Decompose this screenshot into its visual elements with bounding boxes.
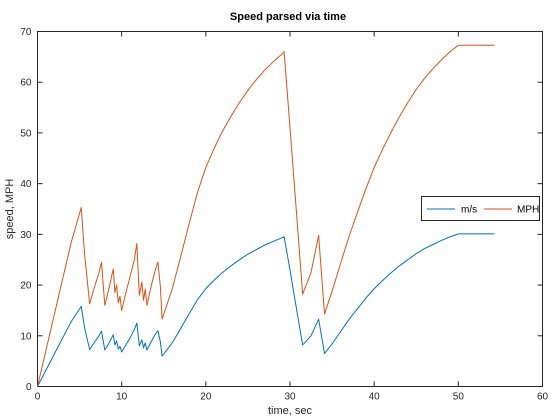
x-tick-label: 30 (284, 392, 296, 403)
y-tick-label: 20 (20, 281, 32, 292)
y-tick-label: 0 (26, 382, 32, 393)
series-lines (37, 44, 495, 387)
legend-label-ms: m/s (461, 205, 477, 216)
y-tick-label: 70 (20, 27, 32, 38)
legend: m/s MPH (421, 196, 540, 221)
y-tick-label: 40 (20, 179, 32, 190)
y-axis-label: speed, MPH (4, 179, 16, 240)
x-tick-label: 10 (116, 392, 128, 403)
series-line-ms (37, 233, 495, 387)
x-axis: 0 10 20 30 40 50 60 (35, 31, 549, 403)
legend-label-mph: MPH (517, 205, 539, 216)
x-tick-label: 60 (537, 392, 549, 403)
chart-title: Speed parsed via time (230, 11, 346, 23)
x-tick-label: 50 (453, 392, 465, 403)
x-tick-label: 0 (35, 392, 41, 403)
y-axis: 0 10 20 30 40 50 60 70 (20, 27, 543, 393)
x-tick-label: 40 (369, 392, 381, 403)
y-tick-label: 30 (20, 230, 32, 241)
x-axis-label: time, sec (268, 405, 313, 417)
series-line-mph (37, 44, 495, 387)
x-tick-label: 20 (200, 392, 212, 403)
y-tick-label: 50 (20, 128, 32, 139)
y-tick-label: 60 (20, 78, 32, 89)
y-tick-label: 10 (20, 331, 32, 342)
